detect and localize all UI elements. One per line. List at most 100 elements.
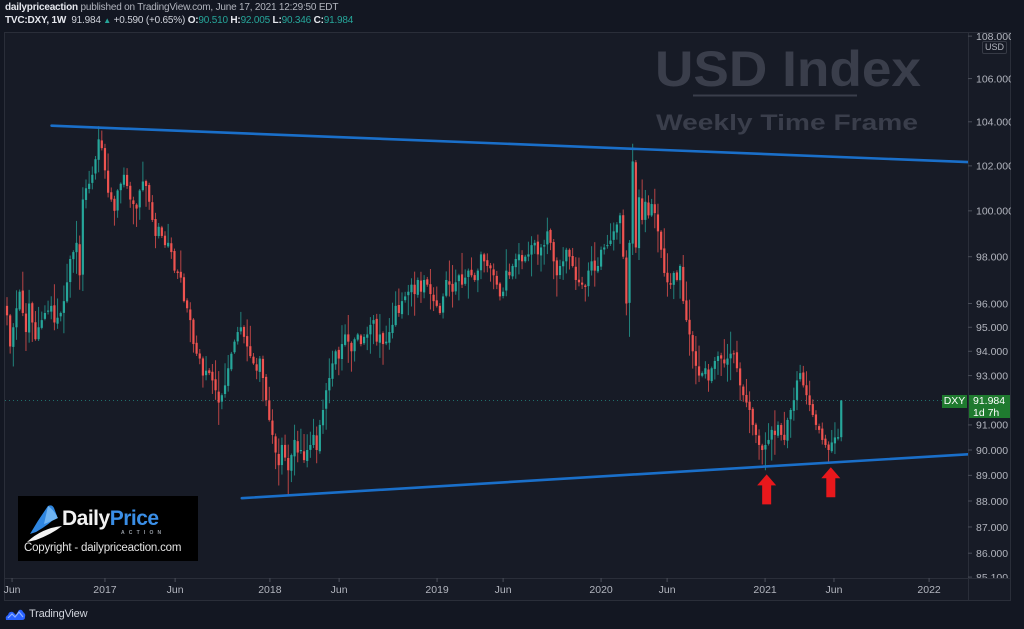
candle[interactable] [18,289,21,312]
candle[interactable] [113,195,116,226]
candle[interactable] [151,195,154,222]
candle[interactable] [596,257,600,274]
candle[interactable] [312,418,315,449]
candle[interactable] [195,335,198,357]
candle[interactable] [571,247,574,268]
candle[interactable] [239,311,242,335]
candle[interactable] [265,374,268,407]
candle[interactable] [562,247,565,280]
candle[interactable] [517,243,521,275]
up-arrow-icon[interactable] [757,474,777,505]
candle[interactable] [340,325,344,371]
candle[interactable] [103,143,107,179]
candle[interactable] [56,298,59,329]
candle[interactable] [407,284,410,316]
candle[interactable] [694,336,697,385]
candle[interactable] [362,334,366,346]
candle[interactable] [388,318,391,350]
candle[interactable] [132,196,135,225]
candle[interactable] [296,430,299,463]
candle[interactable] [204,356,208,381]
candle[interactable] [9,313,12,354]
candle[interactable] [192,318,195,353]
candle[interactable] [622,209,625,260]
candle[interactable] [299,428,302,454]
candle[interactable] [249,325,252,359]
candle[interactable] [530,236,533,277]
candle[interactable] [268,386,271,422]
candle[interactable] [732,350,735,364]
candle[interactable] [40,311,43,330]
candle[interactable] [767,423,770,446]
candle[interactable] [43,305,47,321]
candle[interactable] [280,437,284,475]
candle[interactable] [274,433,277,470]
candle[interactable] [182,273,186,303]
candle[interactable] [457,273,460,301]
candle[interactable] [366,326,369,351]
candle[interactable] [707,363,710,392]
candle[interactable] [214,360,217,400]
candle[interactable] [479,251,483,280]
candle[interactable] [31,301,34,342]
candle[interactable] [498,282,502,301]
candle[interactable] [37,306,40,342]
candle[interactable] [441,293,445,319]
candle[interactable] [558,259,562,280]
candle[interactable] [726,343,729,382]
candle[interactable] [770,426,773,461]
candle[interactable] [448,260,451,297]
candle[interactable] [678,264,682,299]
candle[interactable] [78,235,81,290]
candle[interactable] [208,368,211,376]
candle[interactable] [255,357,258,380]
candle[interactable] [258,356,261,382]
candle[interactable] [252,353,255,365]
candle[interactable] [552,238,555,280]
candle[interactable] [789,408,792,438]
candle[interactable] [277,438,280,486]
candle[interactable] [423,275,426,299]
candle[interactable] [663,228,666,277]
candle[interactable] [378,314,381,358]
candle[interactable] [302,434,306,463]
candle[interactable] [94,156,97,180]
candle[interactable] [337,346,340,376]
candle[interactable] [502,287,505,299]
candle[interactable] [495,270,498,290]
candle[interactable] [359,333,363,347]
candle[interactable] [318,419,321,454]
candle[interactable] [287,444,290,495]
candle[interactable] [100,130,103,151]
candle[interactable] [170,237,173,259]
up-arrow-icon[interactable] [821,467,841,498]
candle[interactable] [836,428,840,441]
candle[interactable] [761,443,764,465]
candle[interactable] [492,263,495,290]
candle[interactable] [138,188,141,220]
candle[interactable] [454,269,457,295]
candle[interactable] [650,198,653,217]
candle[interactable] [584,283,587,302]
candle[interactable] [546,217,549,255]
candle[interactable] [757,429,761,460]
author-name[interactable]: dailypriceaction [5,2,78,13]
candle[interactable] [385,325,388,346]
candle[interactable] [840,399,843,442]
candle[interactable] [353,337,356,362]
candle[interactable] [176,269,179,279]
candle[interactable] [672,271,675,300]
candle[interactable] [91,166,94,190]
candle[interactable] [325,383,328,430]
candle[interactable] [476,268,479,293]
candle[interactable] [489,262,492,282]
trendlines[interactable] [50,124,968,500]
candle[interactable] [644,189,647,233]
candle[interactable] [814,410,818,431]
candle[interactable] [201,356,205,388]
candle[interactable] [416,277,419,298]
candle[interactable] [710,366,713,384]
candle[interactable] [69,255,72,298]
candle[interactable] [647,195,650,219]
candle[interactable] [830,429,833,453]
